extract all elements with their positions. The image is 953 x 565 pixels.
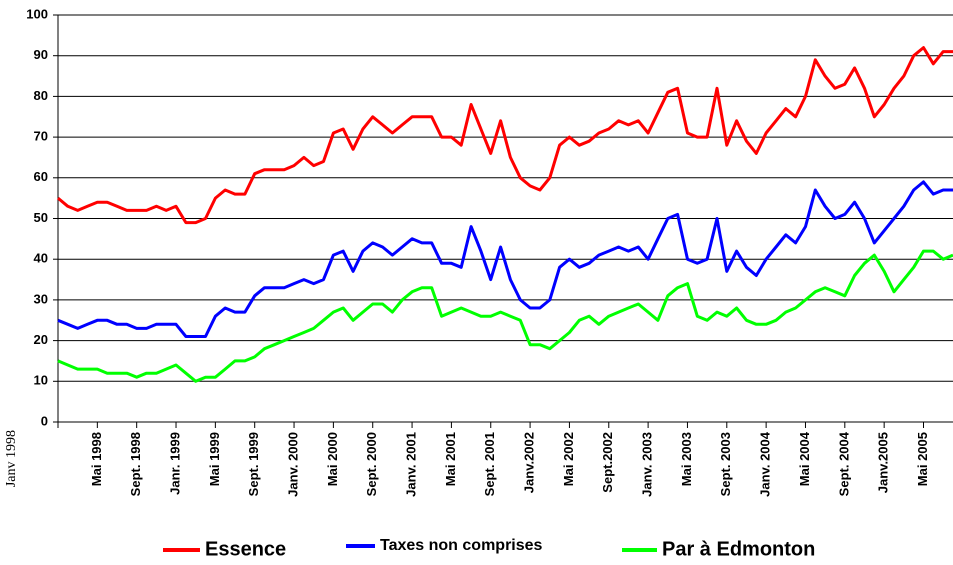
series-line xyxy=(57,180,953,338)
y-tick-label: 60 xyxy=(34,169,48,184)
x-tick-label: Mai 2001 xyxy=(443,432,458,486)
legend-label: Taxes non comprises xyxy=(380,537,543,554)
series-line xyxy=(57,46,953,225)
x-tick-label: Mai 2004 xyxy=(797,431,812,486)
y-tick-label: 50 xyxy=(34,210,48,225)
x-tick-label: Janv.2005 xyxy=(876,432,891,493)
x-tick-label: Janv. 2001 xyxy=(404,432,419,497)
legend-label: Essence xyxy=(205,538,286,560)
y-tick-label: 40 xyxy=(34,251,48,266)
x-tick-label: Janv.2002 xyxy=(522,432,537,493)
y-tick-label: 90 xyxy=(34,47,48,62)
x-tick-label: Mai 2002 xyxy=(561,432,576,486)
x-tick-label: Mai 2000 xyxy=(325,432,340,486)
x-tick-label: Janr. 1999 xyxy=(167,432,182,495)
x-tick-label: Mai 2005 xyxy=(915,432,930,486)
x-tick-label: Sept. 2000 xyxy=(364,432,379,496)
x-tick-label: Janv. 2004 xyxy=(758,431,773,497)
series-line xyxy=(57,249,953,383)
y-tick-label: 70 xyxy=(34,129,48,144)
x-tick-label: Sept. 2001 xyxy=(482,432,497,496)
y-tick-label: 20 xyxy=(34,332,48,347)
y-tick-label: 80 xyxy=(34,88,48,103)
y-tick-label: 10 xyxy=(34,373,48,388)
x-tick-label: Sept.2002 xyxy=(600,432,615,493)
x-tick-label: Sept. 2004 xyxy=(836,431,851,496)
x-tick-label: Janv. 2000 xyxy=(285,432,300,497)
legend-label: Par à Edmonton xyxy=(662,538,815,560)
y-tick-label: 0 xyxy=(41,413,48,428)
x-tick-label: Janv 1998 xyxy=(4,430,19,487)
x-tick-label: Janv. 2003 xyxy=(640,432,655,497)
x-tick-label: Sept. 1998 xyxy=(128,432,143,496)
x-tick-label: Mai 1999 xyxy=(207,432,222,486)
x-tick-label: Mai 1998 xyxy=(89,432,104,486)
x-tick-label: Mai 2003 xyxy=(679,432,694,486)
y-tick-label: 30 xyxy=(34,291,48,306)
x-tick-label: Sept. 2003 xyxy=(718,432,733,496)
y-tick-label: 100 xyxy=(26,6,48,21)
x-tick-label: Sept. 1999 xyxy=(246,432,261,496)
